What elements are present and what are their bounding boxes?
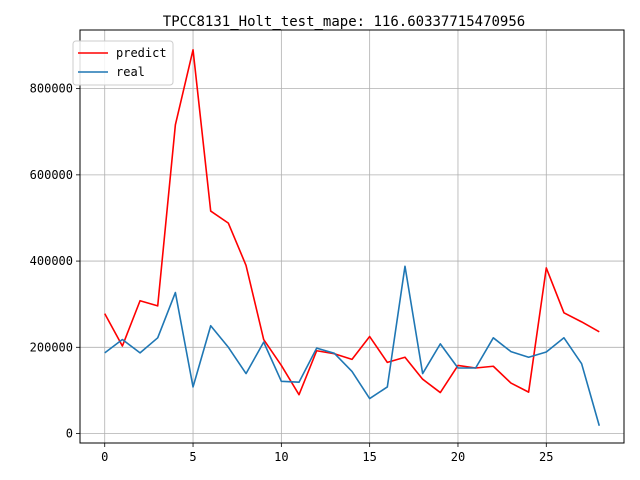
y-tick-label: 400000: [30, 254, 73, 268]
series-line-real: [104, 265, 601, 426]
y-tick-label: 0: [66, 427, 73, 441]
x-tick-label: 10: [274, 450, 288, 464]
y-tick-label: 200000: [30, 340, 73, 354]
legend-box: [72, 40, 174, 86]
x-tick-label: 5: [189, 450, 196, 464]
x-tick-label: 0: [101, 450, 108, 464]
x-tick-label: 15: [362, 450, 376, 464]
y-tick-label: 600000: [30, 168, 73, 182]
axis-ticks: 0 5 10 15 20 25 0 200000 400000 600000 800000: [30, 82, 554, 464]
x-tick-label: 25: [539, 450, 553, 464]
grid: [80, 30, 624, 443]
chart-title: TPCC8131_Holt_test_mape: 116.60337715470…: [163, 14, 525, 30]
legend-label-real: real: [116, 65, 145, 79]
series-line-predict: [104, 49, 600, 396]
legend: predict real: [72, 40, 174, 86]
y-tick-label: 800000: [30, 82, 73, 96]
plot-frame: [79, 29, 625, 444]
series-lines: [104, 49, 601, 426]
x-tick-label: 20: [451, 450, 465, 464]
legend-label-predict: predict: [116, 46, 167, 60]
